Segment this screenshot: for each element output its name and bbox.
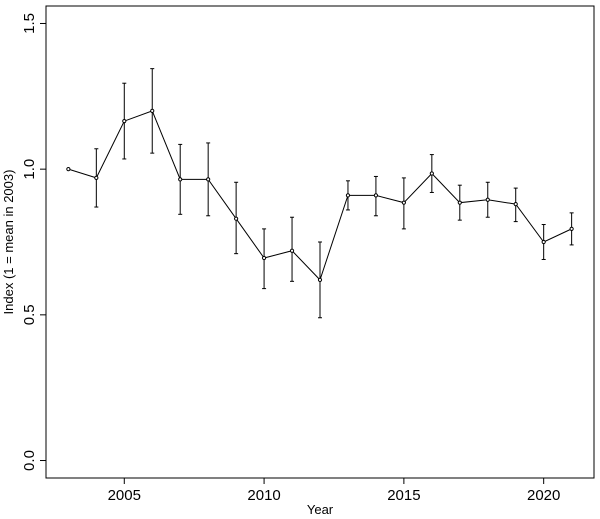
x-axis-title: Year	[307, 502, 334, 517]
y-tick-label: 1.5	[21, 13, 38, 34]
data-point	[261, 255, 267, 261]
plot-frame	[45, 5, 595, 479]
data-point	[94, 175, 99, 181]
data-point	[457, 200, 462, 205]
y-tick-label: 0.0	[21, 450, 38, 471]
x-tick-label: 2015	[387, 487, 420, 504]
data-point	[206, 177, 211, 182]
data-point	[569, 226, 574, 231]
data-point	[345, 193, 351, 198]
x-tick-label: 2010	[247, 487, 280, 504]
x-axis: 2005 2010 2015 2020	[108, 478, 560, 504]
x-tick-label: 2005	[108, 487, 141, 504]
data-point	[485, 197, 490, 202]
y-tick-label: 1.0	[21, 159, 38, 180]
y-axis-title: Index (1 = mean in 2003)	[1, 170, 16, 315]
data-point	[513, 202, 518, 207]
data-point	[122, 118, 127, 124]
error-bars	[94, 68, 574, 319]
data-point	[66, 167, 71, 172]
x-tick-label: 2020	[527, 487, 560, 504]
data-point	[373, 193, 379, 198]
data-points	[66, 108, 574, 282]
y-tick-label: 0.5	[21, 304, 38, 325]
data-point	[178, 177, 183, 182]
data-point	[317, 277, 323, 282]
y-axis: 0.0 0.5 1.0 1.5	[21, 13, 46, 471]
data-point	[234, 216, 239, 221]
data-point	[150, 108, 155, 113]
data-point	[289, 248, 295, 253]
data-point	[429, 171, 434, 176]
data-point	[401, 200, 406, 205]
data-point	[541, 239, 546, 245]
